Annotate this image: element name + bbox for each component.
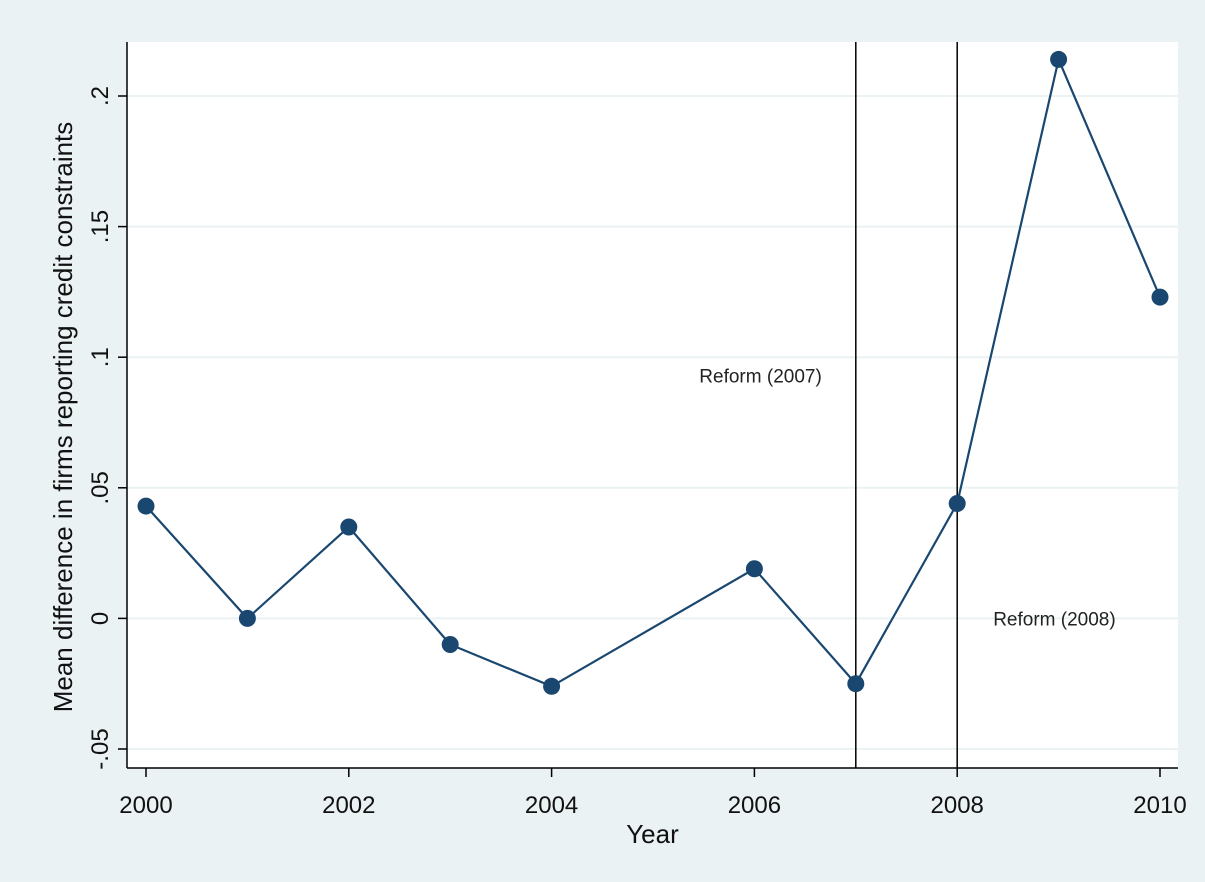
x-tick-label: 2002 xyxy=(322,792,375,819)
data-points xyxy=(137,50,1169,695)
data-point xyxy=(745,560,763,578)
data-point xyxy=(543,677,561,695)
x-tick-label: 2010 xyxy=(1133,792,1186,819)
reform-annotation: Reform (2008) xyxy=(993,609,1115,630)
y-tick-label: .2 xyxy=(87,86,114,106)
y-axis-title: Mean difference in firms reporting credi… xyxy=(48,122,78,713)
x-tick-label: 2004 xyxy=(525,792,578,819)
data-point xyxy=(948,494,966,512)
y-tick-label: .05 xyxy=(87,471,114,504)
data-point xyxy=(847,675,865,693)
x-tick-label: 2008 xyxy=(931,792,984,819)
reference-lines: Reform (2007) Reform (2008) xyxy=(699,42,1116,768)
x-tick-label: 2000 xyxy=(119,792,172,819)
gridlines xyxy=(127,95,1178,750)
reform-annotation: Reform (2007) xyxy=(699,366,822,387)
data-point xyxy=(340,518,358,536)
axes xyxy=(118,42,1178,777)
data-point xyxy=(137,497,155,515)
data-point xyxy=(441,636,459,654)
y-tick-label: 0 xyxy=(87,612,114,625)
x-tick-labels: 2000 2002 2004 2006 2008 2010 xyxy=(119,792,1186,819)
y-tick-label: .15 xyxy=(87,210,114,243)
y-tick-label: .1 xyxy=(87,347,114,367)
data-point xyxy=(1151,288,1169,306)
x-tick-label: 2006 xyxy=(728,792,781,819)
y-tick-label: -.05 xyxy=(87,728,114,769)
data-point xyxy=(238,609,256,627)
x-axis-title: Year xyxy=(626,819,679,849)
y-tick-labels: -.05 0 .05 .1 .15 .2 xyxy=(87,86,114,770)
plot-area xyxy=(127,42,1178,768)
series-line-path xyxy=(145,55,1162,688)
series-line xyxy=(145,55,1162,688)
data-point xyxy=(1050,50,1068,68)
